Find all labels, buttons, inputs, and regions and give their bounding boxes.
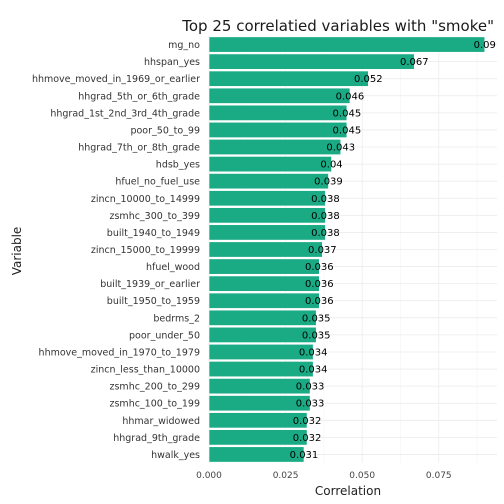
bar [208, 87, 351, 104]
data-label: 0.09 [474, 40, 496, 51]
category-label: hhgrad_9th_grade [113, 433, 200, 444]
bar [208, 326, 317, 343]
data-label: 0.039 [314, 177, 343, 188]
y-axis-title: Variable [10, 227, 24, 276]
data-label: 0.045 [333, 108, 362, 119]
bar [208, 207, 326, 224]
category-label: hfuel_no_fuel_use [115, 177, 200, 188]
data-label: 0.043 [326, 143, 355, 154]
category-label: zincn_less_than_10000 [91, 365, 200, 376]
x-tick-label: 0.025 [273, 471, 299, 481]
data-label: 0.052 [354, 74, 383, 85]
bar [208, 190, 326, 207]
bars [208, 36, 486, 463]
category-label: hdsb_yes [156, 160, 200, 171]
category-label: zsmhc_200_to_299 [110, 382, 201, 393]
bar [208, 258, 320, 275]
category-label: zincn_15000_to_19999 [91, 245, 200, 256]
category-label: mg_no [168, 40, 200, 51]
category-label: hhgrad_5th_or_6th_grade [78, 91, 200, 102]
bar [208, 104, 348, 121]
data-label: 0.035 [302, 313, 331, 324]
category-label: built_1950_to_1959 [107, 296, 200, 307]
category-label: built_1940_to_1949 [107, 228, 200, 239]
category-label: hhspan_yes [144, 57, 200, 68]
data-label: 0.033 [296, 399, 325, 410]
data-label: 0.045 [333, 125, 362, 136]
data-label: 0.034 [299, 347, 328, 358]
category-label: hhgrad_7th_or_8th_grade [78, 143, 200, 154]
bar [208, 395, 311, 412]
data-label: 0.036 [305, 262, 334, 273]
data-label: 0.035 [302, 330, 331, 341]
data-label: 0.038 [311, 194, 340, 205]
category-label: poor_under_50 [129, 330, 200, 341]
category-label: hhmove_moved_in_1969_or_earlier [32, 74, 200, 85]
category-label: hfuel_wood [146, 262, 200, 273]
category-label: zincn_10000_to_14999 [91, 194, 200, 205]
bar [208, 53, 415, 70]
category-label: built_1939_or_earlier [100, 279, 200, 290]
category-label: hhmar_widowed [122, 416, 200, 427]
bar [208, 121, 348, 138]
bar [208, 70, 369, 87]
bar [208, 156, 332, 173]
bar [208, 139, 342, 156]
bar [208, 241, 323, 258]
category-label: bedrms_2 [153, 313, 200, 324]
data-label: 0.038 [311, 211, 340, 222]
x-axis-title: Correlation [315, 484, 381, 498]
x-tick-label: 0.050 [349, 471, 375, 481]
data-label: 0.034 [299, 365, 328, 376]
data-label: 0.067 [400, 57, 429, 68]
data-label: 0.032 [293, 433, 322, 444]
bar [208, 224, 326, 241]
category-label: zsmhc_300_to_399 [110, 211, 201, 222]
data-label: 0.037 [308, 245, 337, 256]
data-label: 0.046 [336, 91, 365, 102]
bar [208, 173, 329, 190]
bar [208, 446, 305, 463]
category-label: hhgrad_1st_2nd_3rd_4th_grade [50, 108, 200, 119]
bar [208, 412, 308, 429]
data-label: 0.033 [296, 382, 325, 393]
value-labels: 0.09 0.067 0.052 0.046 0.045 0.045 0.043 0.04 0.… [290, 40, 496, 461]
bar [208, 275, 320, 292]
bar [208, 378, 311, 395]
data-label: 0.038 [311, 228, 340, 239]
bar [208, 343, 314, 360]
bar [208, 292, 320, 309]
data-label: 0.04 [320, 160, 342, 171]
data-label: 0.036 [305, 279, 334, 290]
bar [208, 361, 314, 378]
chart-title: Top 25 correlatied variables with "smoke… [181, 17, 494, 35]
data-label: 0.036 [305, 296, 334, 307]
bar [208, 36, 486, 53]
bar [208, 429, 308, 446]
category-label: hwalk_yes [151, 450, 200, 461]
category-label: zsmhc_100_to_199 [110, 399, 201, 410]
category-label: poor_50_to_99 [130, 125, 200, 136]
x-tick-labels: 0.000 0.025 0.050 0.075 [196, 471, 452, 481]
category-labels: mg_no hhspan_yes hhmove_moved_in_1969_or_e… [32, 40, 200, 461]
x-tick-label: 0.000 [196, 471, 222, 481]
category-label: hhmove_moved_in_1970_to_1979 [39, 347, 200, 358]
bar [208, 309, 317, 326]
x-tick-label: 0.075 [426, 471, 452, 481]
data-label: 0.031 [290, 450, 319, 461]
data-label: 0.032 [293, 416, 322, 427]
